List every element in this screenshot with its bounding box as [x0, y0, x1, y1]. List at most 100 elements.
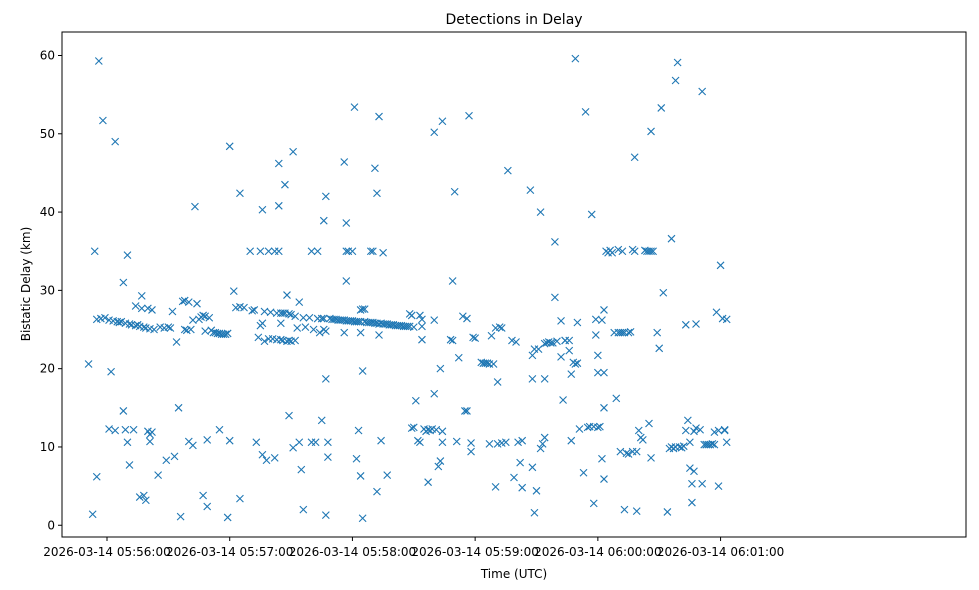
data-point [551, 237, 559, 246]
data-point [321, 192, 330, 201]
data-point [285, 411, 293, 420]
data-point [696, 425, 705, 434]
data-point [383, 471, 392, 480]
data-point [191, 202, 199, 211]
data-point [164, 323, 173, 332]
data-point [123, 251, 132, 260]
data-point [223, 513, 232, 522]
data-point [659, 288, 668, 297]
data-point [536, 444, 545, 453]
data-point [111, 137, 120, 146]
data-point [587, 210, 596, 219]
data-point [622, 449, 631, 458]
data-point [512, 338, 520, 346]
data-point [377, 436, 385, 445]
data-point [612, 394, 621, 403]
data-point [264, 247, 273, 256]
data-point [698, 479, 707, 488]
data-point [430, 389, 439, 398]
data-point [508, 336, 516, 345]
data-point [121, 425, 130, 434]
data-point [463, 314, 471, 323]
data-point [299, 505, 308, 514]
data-point [518, 436, 527, 445]
data-point [176, 512, 185, 521]
data-point [117, 317, 126, 326]
data-point [596, 422, 604, 431]
data-point [688, 498, 696, 507]
data-point [274, 247, 283, 256]
data-point [463, 407, 471, 415]
data-point [557, 353, 565, 361]
data-point [199, 311, 208, 320]
data-point [485, 439, 494, 448]
scatter-markers [84, 54, 731, 523]
data-point [673, 58, 682, 67]
data-point [373, 487, 381, 496]
data-point [688, 479, 696, 488]
y-tick-label: 0 [47, 518, 55, 532]
data-point [600, 475, 608, 483]
data-point [229, 287, 238, 296]
data-point [579, 468, 588, 477]
data-point [467, 447, 475, 456]
data-point [720, 425, 729, 434]
data-point [205, 313, 214, 322]
data-point [223, 329, 232, 338]
data-point [170, 452, 179, 461]
data-point [248, 306, 257, 315]
data-point [663, 508, 672, 516]
data-point [148, 306, 156, 314]
data-point [221, 330, 230, 339]
data-point [342, 277, 351, 285]
data-point [317, 314, 326, 323]
data-point [679, 442, 688, 451]
data-point [575, 425, 584, 433]
data-point [276, 335, 285, 344]
data-point [184, 298, 193, 307]
data-point [274, 201, 283, 210]
data-point [307, 247, 316, 256]
data-point [600, 403, 608, 412]
data-point [686, 438, 694, 447]
data-point [540, 433, 549, 442]
data-point [438, 427, 447, 436]
data-point [553, 337, 561, 346]
data-point [683, 416, 692, 425]
data-point [137, 291, 146, 300]
data-point [681, 320, 690, 329]
data-point [240, 303, 248, 312]
data-point [467, 439, 475, 447]
data-point [342, 247, 351, 256]
y-tick-label: 60 [40, 48, 55, 62]
data-point [123, 438, 132, 447]
data-point [107, 367, 115, 376]
data-point [573, 318, 582, 327]
data-point [434, 462, 443, 471]
data-point [180, 296, 189, 305]
data-point [501, 438, 510, 447]
data-point [101, 313, 109, 322]
data-point [567, 370, 576, 379]
data-point [548, 338, 557, 347]
data-point [469, 333, 477, 342]
data-point [215, 425, 224, 434]
data-point [600, 306, 608, 314]
data-point [246, 247, 255, 256]
data-point [716, 261, 725, 270]
data-point [526, 186, 535, 195]
data-point [589, 499, 598, 508]
data-point [657, 104, 666, 112]
data-point [565, 346, 574, 355]
data-point [311, 438, 320, 447]
data-point [94, 57, 103, 65]
data-point [438, 438, 447, 447]
data-point [616, 447, 625, 456]
data-point [137, 304, 146, 313]
data-point [371, 164, 379, 173]
data-point [356, 472, 365, 480]
data-point [614, 245, 623, 254]
data-point [624, 328, 633, 337]
data-point [360, 305, 369, 314]
data-point [270, 454, 279, 462]
